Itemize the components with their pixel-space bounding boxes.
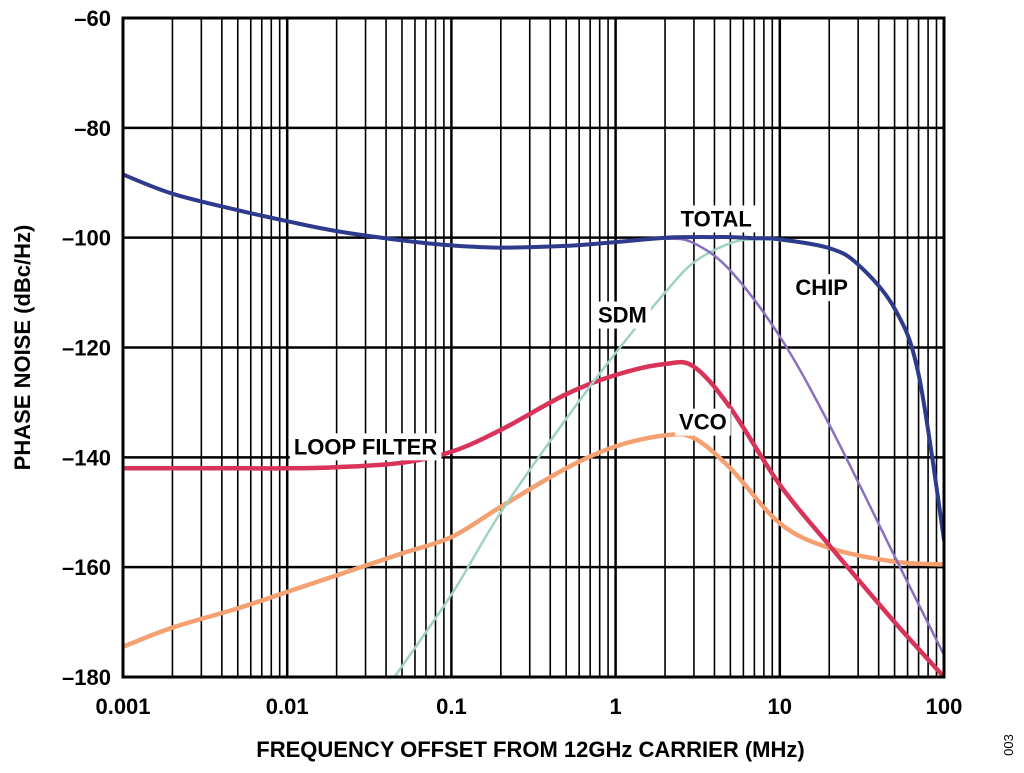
series-line-loop-filter [123, 359, 944, 677]
label-background [289, 433, 442, 461]
series-lines [123, 172, 944, 677]
x-tick-label: 0.01 [266, 694, 309, 719]
grid-lines [121, 16, 944, 679]
series-label-group: CHIP [791, 274, 852, 302]
x-tick-label: 0.1 [436, 694, 467, 719]
series-label-group: TOTAL [676, 205, 756, 233]
y-tick-label: –80 [74, 116, 111, 141]
y-tick-labels: –180 –160 –140 –120 –100 –80 –60 [62, 6, 111, 690]
y-tick-label: –160 [62, 555, 111, 580]
series-line-total [123, 172, 944, 542]
series-label: SDM [598, 303, 647, 328]
series-label: VCO [679, 410, 727, 435]
label-background [675, 408, 731, 436]
series-label-group: VCO [675, 408, 731, 436]
x-tick-labels: 0.001 0.01 0.1 1 10 100 [95, 694, 962, 719]
series-line-vco [123, 431, 944, 650]
label-background [593, 301, 651, 329]
x-tick-label: 100 [926, 694, 963, 719]
series-label: LOOP FILTER [294, 434, 438, 459]
x-tick-label: 10 [768, 694, 792, 719]
y-tick-label: –100 [62, 226, 111, 251]
plot-frame [121, 16, 946, 679]
series-label-group: LOOP FILTER [289, 433, 442, 461]
y-tick-label: –180 [62, 665, 111, 690]
y-tick-label: –120 [62, 336, 111, 361]
series-label-group: SDM [593, 301, 651, 329]
x-axis-label: FREQUENCY OFFSET FROM 12GHz CARRIER (MHz… [256, 737, 804, 762]
series-labels: TOTAL CHIP SDM VCO LOOP FILTER [289, 205, 852, 461]
y-tick-label: –60 [74, 6, 111, 31]
label-background [676, 205, 756, 233]
label-background [791, 274, 852, 302]
x-tick-label: 1 [609, 694, 621, 719]
y-axis-label: PHASE NOISE (dBc/Hz) [10, 225, 35, 471]
y-tick-label: –140 [62, 445, 111, 470]
series-label: CHIP [795, 275, 848, 300]
series-label: TOTAL [681, 206, 752, 231]
x-tick-label: 0.001 [95, 694, 150, 719]
figure-id: 003 [1001, 734, 1016, 756]
